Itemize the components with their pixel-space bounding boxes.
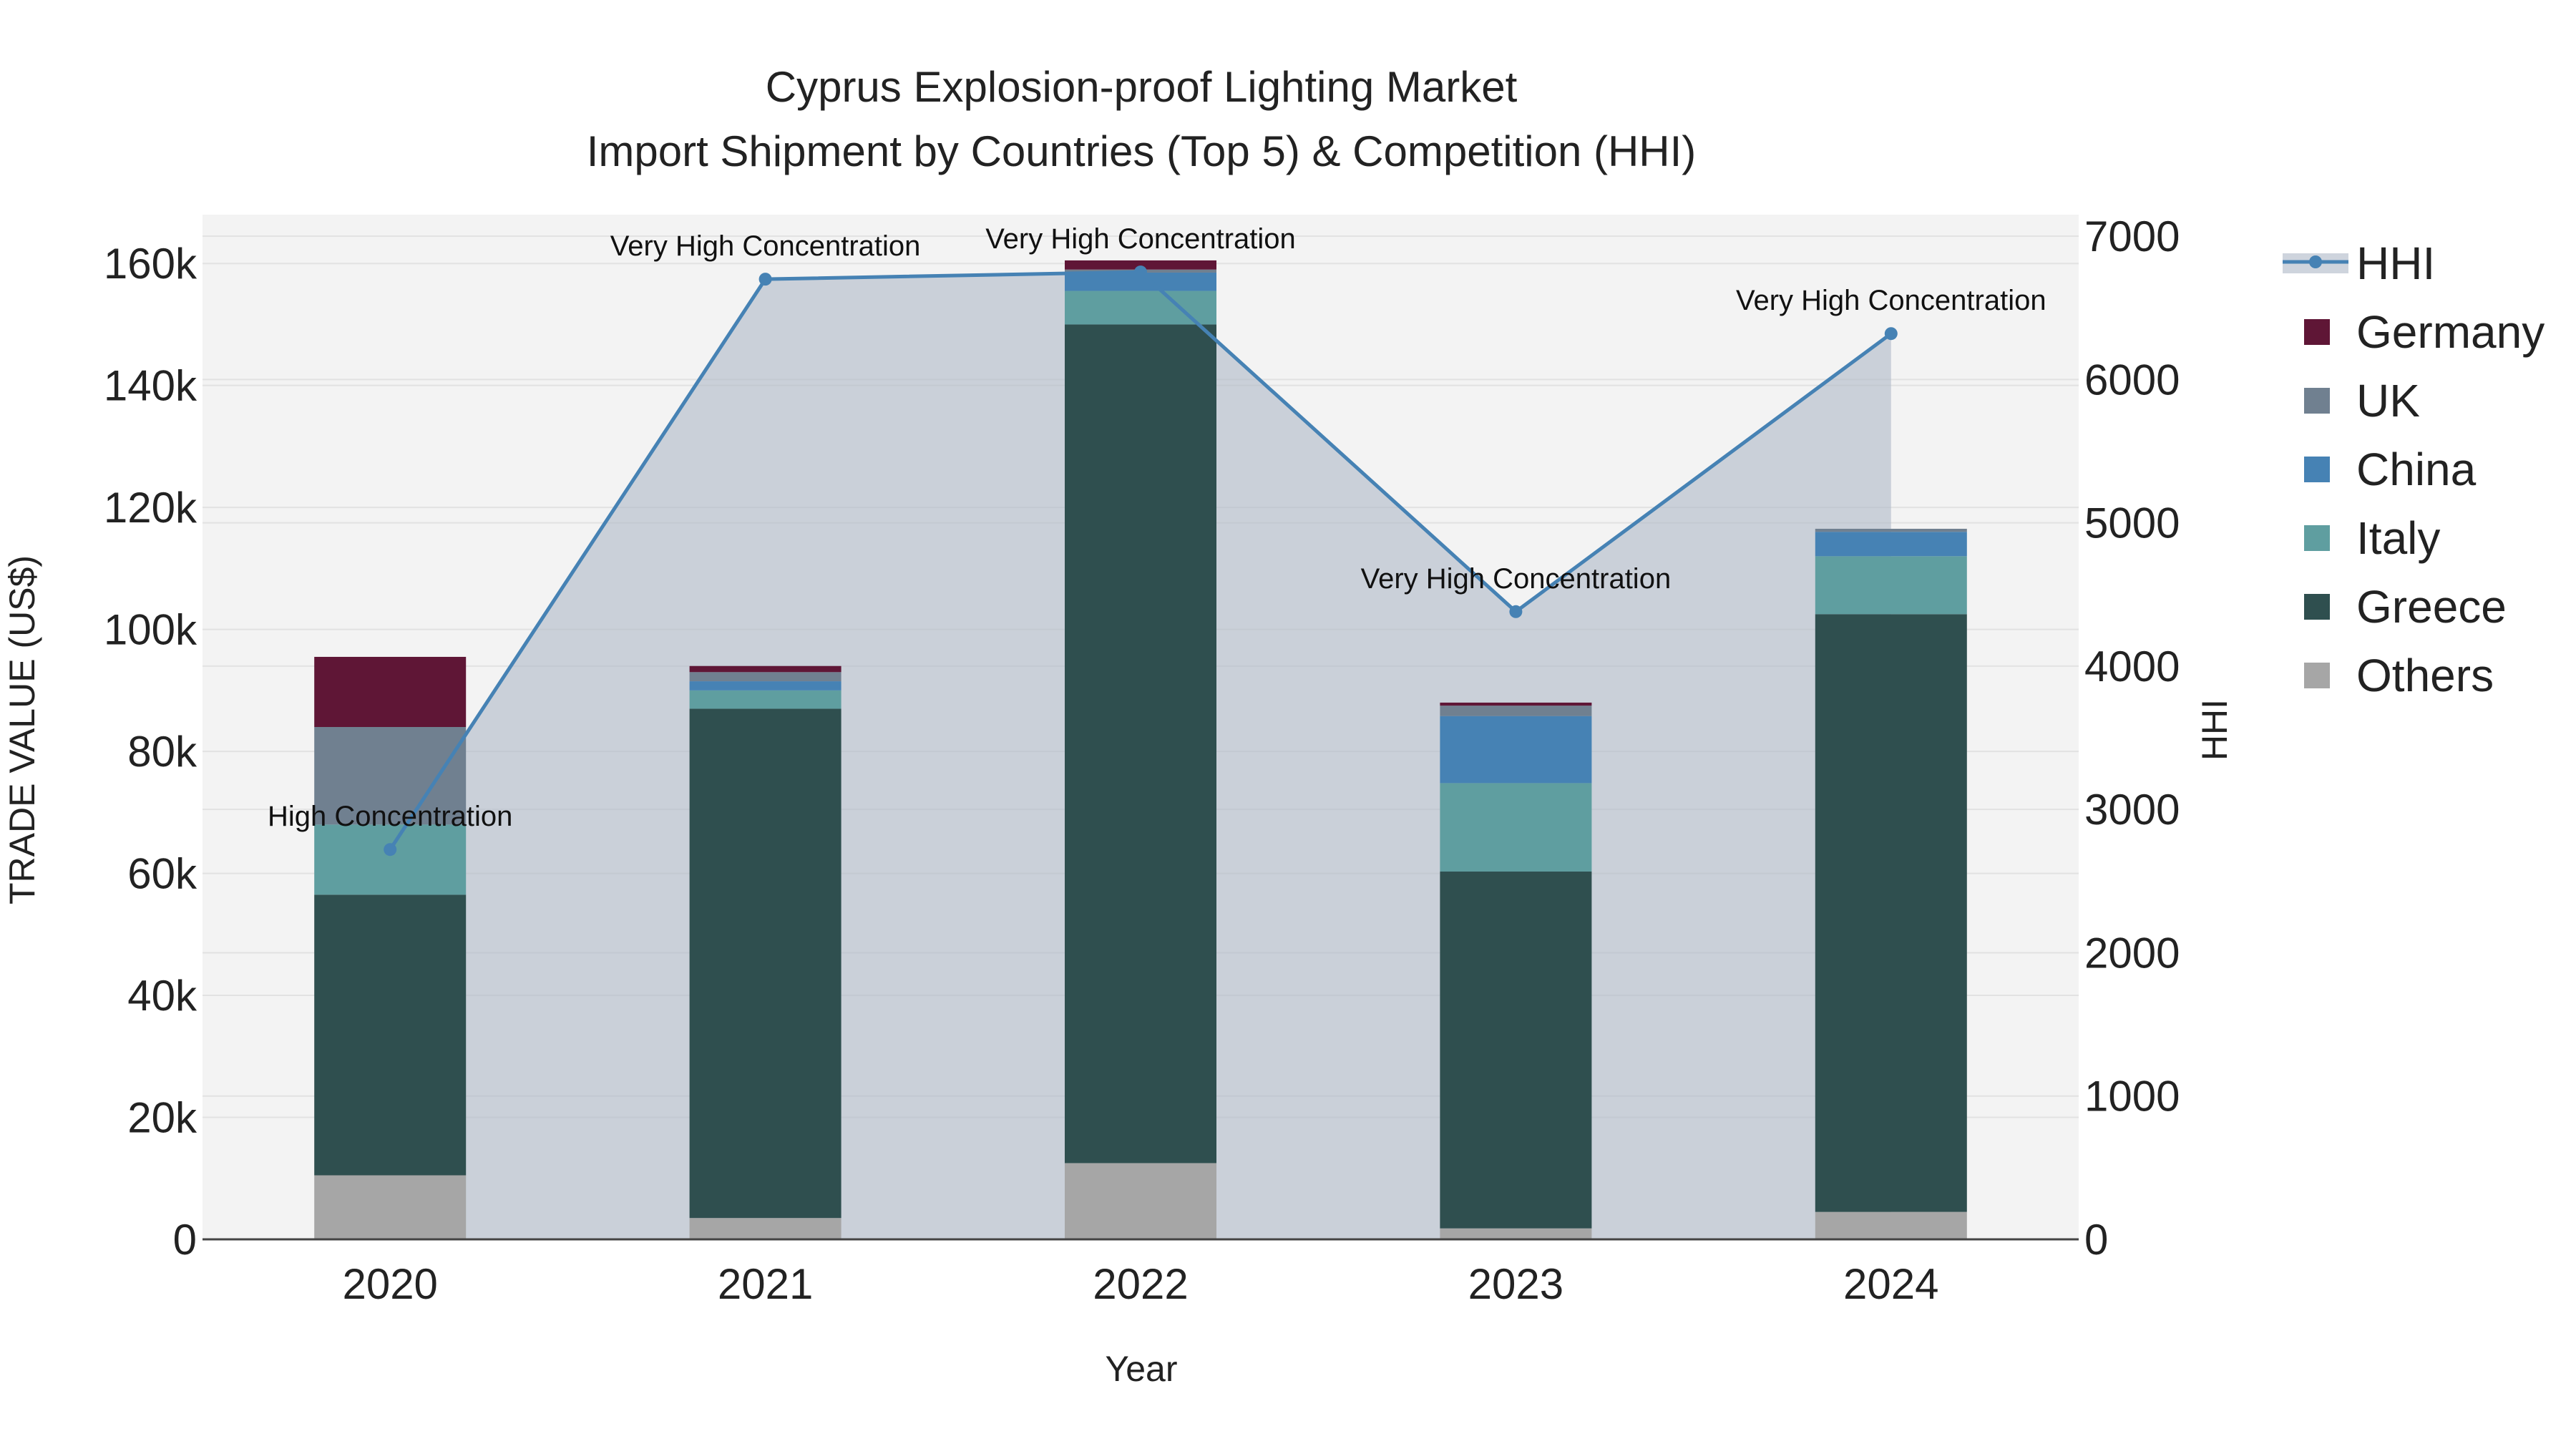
y-axis-label: TRADE VALUE (US$) <box>2 555 42 904</box>
chart-title-line-2: Import Shipment by Countries (Top 5) & C… <box>587 127 1697 175</box>
y-tick-label: 100k <box>104 606 197 654</box>
legend-label-germany: Germany <box>2356 306 2545 358</box>
hhi-point-2024 <box>1884 327 1898 341</box>
bar-greece-2022 <box>1065 324 1216 1163</box>
y-tick-label: 120k <box>104 484 197 532</box>
legend-label-china: China <box>2356 444 2477 495</box>
bar-greece-2023 <box>1440 872 1592 1229</box>
bar-italy-2021 <box>689 690 841 709</box>
bar-others-2021 <box>689 1218 841 1239</box>
y-tick-label: 140k <box>104 362 197 410</box>
bar-germany-2022 <box>1065 260 1216 270</box>
bar-greece-2024 <box>1815 614 1967 1212</box>
hhi-annotation-2021: Very High Concentration <box>610 230 921 262</box>
x-tick-label: 2023 <box>1468 1260 1563 1308</box>
bar-uk-2024 <box>1815 528 1967 532</box>
bar-china-2024 <box>1815 532 1967 557</box>
legend-label-hhi: HHI <box>2356 238 2435 289</box>
y2-tick-label: 7000 <box>2084 213 2180 260</box>
bar-others-2023 <box>1440 1228 1592 1239</box>
x-tick-label: 2022 <box>1093 1260 1188 1308</box>
y-tick-label: 0 <box>173 1216 197 1264</box>
y2-tick-label: 4000 <box>2084 643 2180 691</box>
legend-swatch-greece <box>2304 594 2330 620</box>
legend-label-others: Others <box>2356 650 2494 701</box>
bar-china-2021 <box>689 681 841 691</box>
bar-uk-2023 <box>1440 706 1592 716</box>
hhi-annotation-2022: Very High Concentration <box>985 223 1296 255</box>
bar-italy-2024 <box>1815 556 1967 615</box>
x-axis-label: Year <box>1105 1349 1177 1389</box>
y2-tick-label: 0 <box>2084 1216 2108 1264</box>
chart-title-line-1: Cyprus Explosion-proof Lighting Market <box>766 63 1518 111</box>
bar-germany-2020 <box>314 656 467 727</box>
bar-others-2024 <box>1815 1211 1967 1239</box>
hhi-point-2023 <box>1509 605 1523 618</box>
hhi-point-2020 <box>384 843 397 857</box>
bar-uk-2021 <box>689 672 841 682</box>
hhi-point-2021 <box>758 273 772 286</box>
x-tick-label: 2020 <box>342 1260 437 1308</box>
bar-others-2020 <box>314 1175 467 1239</box>
bar-italy-2020 <box>314 824 467 895</box>
y-tick-label: 60k <box>127 850 197 898</box>
bar-greece-2020 <box>314 894 467 1176</box>
legend-swatch-germany <box>2304 319 2330 345</box>
bar-germany-2023 <box>1440 702 1592 706</box>
hhi-point-2022 <box>1134 265 1147 279</box>
y2-tick-label: 2000 <box>2084 929 2180 977</box>
x-tick-label: 2021 <box>718 1260 813 1308</box>
hhi-annotation-2023: Very High Concentration <box>1361 563 1672 595</box>
legend-swatch-hhi-marker <box>2309 255 2322 268</box>
bar-italy-2023 <box>1440 783 1592 872</box>
legend-swatch-italy <box>2304 525 2330 551</box>
axes-layer: 2020 2021 2022 2023 2024 0 20k 40k 60k 80k 100k 120… <box>104 213 2180 1308</box>
bar-greece-2021 <box>689 708 841 1219</box>
bar-china-2023 <box>1440 716 1592 784</box>
legend-label-greece: Greece <box>2356 581 2507 633</box>
y2-tick-label: 3000 <box>2084 786 2180 834</box>
hhi-annotation-2024: Very High Concentration <box>1736 285 2046 316</box>
bar-germany-2021 <box>689 665 841 673</box>
legend-swatch-uk <box>2304 388 2330 414</box>
y2-tick-label: 6000 <box>2084 356 2180 404</box>
legend-label-italy: Italy <box>2356 512 2440 564</box>
y2-tick-label: 5000 <box>2084 499 2180 547</box>
legend: HHI Germany UK China Italy Greece Others <box>2283 238 2545 701</box>
legend-swatch-china <box>2304 457 2330 482</box>
y2-tick-label: 1000 <box>2084 1073 2180 1121</box>
hhi-annotation-2020: High Concentration <box>268 801 512 832</box>
y-tick-label: 80k <box>127 728 197 776</box>
y-tick-label: 160k <box>104 240 197 288</box>
y-tick-label: 20k <box>127 1094 197 1142</box>
bars-layer <box>314 260 1967 1239</box>
y2-axis-label: HHI <box>2195 699 2235 761</box>
annotations-layer: High Concentration Very High Concentratio… <box>268 223 2046 832</box>
hhi-line-layer <box>384 265 1898 857</box>
legend-label-uk: UK <box>2356 375 2420 426</box>
legend-swatch-others <box>2304 663 2330 688</box>
y-tick-label: 40k <box>127 972 197 1020</box>
bar-others-2022 <box>1065 1163 1216 1239</box>
x-tick-label: 2024 <box>1843 1260 1938 1308</box>
